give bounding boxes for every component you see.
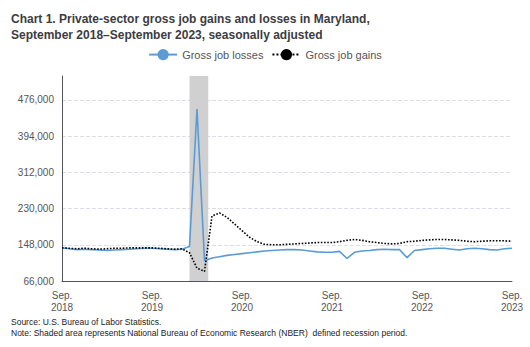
svg-text:2019: 2019 (141, 302, 164, 313)
svg-text:Sep.: Sep. (322, 290, 343, 301)
svg-text:September 2018–September 2023,: September 2018–September 2023, seasonall… (11, 28, 323, 42)
svg-text:2020: 2020 (231, 302, 254, 313)
svg-text:2018: 2018 (51, 302, 74, 313)
svg-text:312,000: 312,000 (18, 167, 55, 178)
svg-text:Gross job gains: Gross job gains (305, 49, 382, 61)
svg-text:Chart 1. Private-sector gross: Chart 1. Private-sector gross job gains … (11, 12, 370, 26)
svg-text:Sep.: Sep. (412, 290, 433, 301)
svg-text:Gross job losses: Gross job losses (182, 49, 264, 61)
svg-text:148,000: 148,000 (18, 239, 55, 250)
svg-text:476,000: 476,000 (18, 94, 55, 105)
svg-text:2021: 2021 (321, 302, 344, 313)
svg-text:Sep.: Sep. (142, 290, 163, 301)
svg-text:Note: Shaded area represents N: Note: Shaded area represents National Bu… (11, 328, 407, 338)
svg-text:Sep.: Sep. (502, 290, 523, 301)
svg-text:2023: 2023 (501, 302, 524, 313)
svg-text:Sep.: Sep. (52, 290, 73, 301)
svg-text:230,000: 230,000 (18, 203, 55, 214)
svg-text:2022: 2022 (411, 302, 434, 313)
svg-text:Source: U.S. Bureau of Labor S: Source: U.S. Bureau of Labor Statistics. (11, 317, 161, 327)
svg-text:394,000: 394,000 (18, 131, 55, 142)
svg-text:Sep.: Sep. (232, 290, 253, 301)
svg-text:66,000: 66,000 (23, 276, 54, 287)
